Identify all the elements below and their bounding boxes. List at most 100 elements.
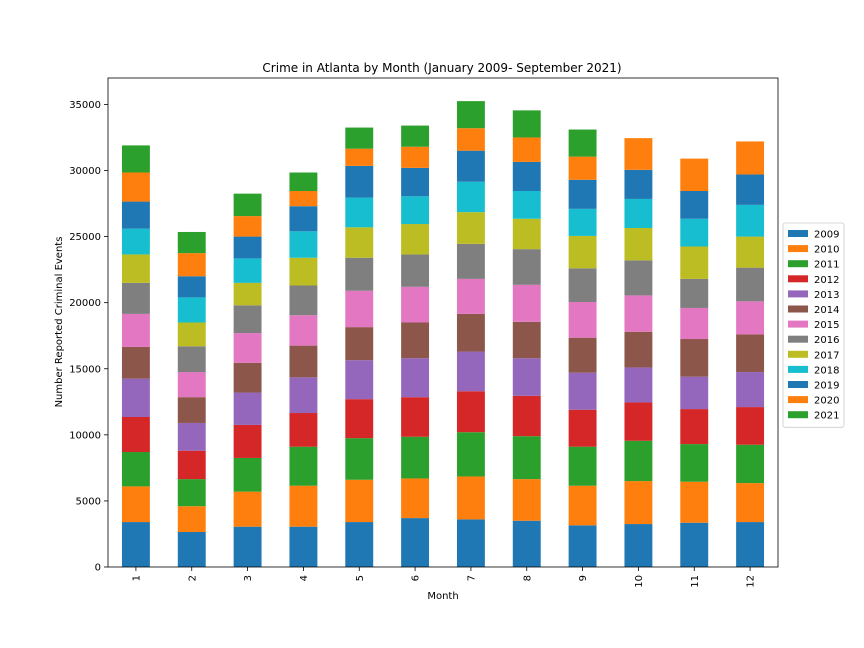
bar-segment-month-1-2019 [121, 201, 150, 229]
y-tick-label: 15000 [69, 364, 101, 375]
bar-segment-month-9-2012 [568, 409, 597, 447]
bar-segment-month-5-2016 [345, 257, 374, 291]
legend-label-2011: 2011 [814, 260, 839, 271]
bar-segment-month-3-2018 [233, 258, 262, 283]
bar-segment-month-2-2015 [177, 372, 206, 398]
bar-segment-month-2-2021 [177, 231, 206, 254]
legend-label-2009: 2009 [814, 230, 839, 241]
x-tick-label: 10 [634, 575, 645, 588]
bar-segment-month-11-2016 [680, 278, 709, 308]
bar-segment-month-6-2019 [401, 167, 430, 197]
bar-segment-month-7-2012 [456, 391, 485, 433]
bar-segment-month-6-2009 [401, 518, 430, 567]
bar-segment-month-11-2009 [680, 522, 709, 567]
bar-segment-month-6-2010 [401, 478, 430, 519]
bar-segment-month-11-2012 [680, 409, 709, 445]
y-axis: 0 5000 10000 15000 20000 25000 30000 35000 [69, 100, 108, 574]
bar-segment-month-3-2012 [233, 424, 262, 458]
bar-segment-month-8-2009 [512, 520, 541, 567]
bar-segment-month-4-2013 [289, 377, 318, 414]
bar-segment-month-7-2010 [456, 476, 485, 520]
x-axis-label: Month [427, 591, 458, 602]
bar-segment-month-6-2012 [401, 397, 430, 437]
bar-segment-month-11-2010 [680, 481, 709, 523]
legend-swatch-2011 [788, 260, 808, 268]
bar-segment-month-9-2016 [568, 268, 597, 303]
bar-segment-month-6-2016 [401, 254, 430, 287]
bar-segment-month-1-2014 [121, 346, 150, 379]
bar-segment-month-2-2010 [177, 506, 206, 532]
bar-segment-month-3-2015 [233, 333, 262, 363]
y-axis-label: Number Reported Criminal Events [54, 237, 65, 408]
x-tick-label: 5 [355, 575, 366, 581]
bar-segment-month-10-2018 [624, 198, 653, 229]
bar-segment-month-2-2018 [177, 297, 206, 323]
bar-segment-month-3-2014 [233, 362, 262, 393]
x-tick-label: 3 [243, 575, 254, 581]
legend-swatch-2017 [788, 350, 808, 358]
bar-segment-month-11-2017 [680, 246, 709, 279]
bar-segment-month-12-2019 [736, 174, 765, 205]
y-tick-label: 10000 [69, 430, 101, 441]
bar-segment-month-2-2017 [177, 322, 206, 347]
bar-segment-month-8-2020 [512, 137, 541, 162]
bar-segment-month-9-2013 [568, 372, 597, 410]
legend-swatch-2021 [788, 411, 808, 419]
legend-label-2019: 2019 [814, 381, 839, 392]
bar-segment-month-12-2009 [736, 522, 765, 567]
y-tick-label: 35000 [69, 100, 101, 111]
bar-segment-month-7-2019 [456, 150, 485, 182]
bar-segment-month-5-2009 [345, 522, 374, 567]
x-tick-label: 2 [187, 575, 198, 581]
bar-segment-month-5-2020 [345, 148, 374, 166]
bar-segment-month-3-2020 [233, 216, 262, 237]
bar-segment-month-9-2018 [568, 208, 597, 236]
bar-segment-month-12-2020 [736, 141, 765, 175]
bar-segment-month-8-2016 [512, 249, 541, 285]
bar-segment-month-10-2012 [624, 402, 653, 441]
bar-segment-month-12-2013 [736, 372, 765, 408]
bar-segment-month-8-2013 [512, 358, 541, 396]
legend-label-2016: 2016 [814, 335, 839, 346]
bar-segment-month-11-2014 [680, 339, 709, 377]
bar-segment-month-8-2010 [512, 479, 541, 521]
bar-segment-month-9-2017 [568, 235, 597, 269]
bar-segment-month-6-2017 [401, 224, 430, 255]
legend-label-2010: 2010 [814, 245, 839, 256]
x-tick-label: 11 [690, 575, 701, 588]
bar-segment-month-3-2009 [233, 526, 262, 567]
y-tick-label: 25000 [69, 232, 101, 243]
bar-segment-month-9-2009 [568, 525, 597, 567]
bar-segment-month-11-2011 [680, 444, 709, 482]
bar-segment-month-4-2009 [289, 526, 318, 567]
bar-segment-month-11-2015 [680, 307, 709, 340]
bar-segment-month-10-2014 [624, 331, 653, 368]
bar-segment-month-8-2018 [512, 190, 541, 219]
bar-segment-month-1-2018 [121, 228, 150, 255]
bar-segment-month-7-2020 [456, 128, 485, 151]
bar-segment-month-12-2011 [736, 444, 765, 484]
legend-swatch-2014 [788, 305, 808, 313]
bar-segment-month-7-2011 [456, 432, 485, 477]
plot-frame [107, 77, 779, 568]
bar-segment-month-12-2017 [736, 236, 765, 268]
bar-segment-month-1-2012 [121, 416, 150, 453]
bar-segment-month-10-2017 [624, 228, 653, 261]
bar-segment-month-5-2018 [345, 197, 374, 228]
x-tick-label: 7 [466, 575, 477, 581]
bar-segment-month-7-2013 [456, 351, 485, 392]
bar-segment-month-7-2016 [456, 243, 485, 279]
bar-segment-month-2-2020 [177, 253, 206, 277]
chart-title: Crime in Atlanta by Month (January 2009-… [262, 61, 621, 75]
bar-segment-month-4-2016 [289, 285, 318, 316]
y-tick-label: 30000 [69, 166, 101, 177]
legend-swatch-2019 [788, 381, 808, 388]
bar-segment-month-8-2011 [512, 436, 541, 480]
bar-segment-month-8-2021 [512, 110, 541, 138]
bar-segment-month-3-2019 [233, 236, 262, 259]
bar-segment-month-9-2019 [568, 179, 597, 209]
bar-segment-month-10-2020 [624, 138, 653, 170]
y-tick-label: 20000 [69, 298, 101, 309]
bar-segment-month-12-2015 [736, 301, 765, 335]
legend-label-2017: 2017 [814, 350, 839, 361]
